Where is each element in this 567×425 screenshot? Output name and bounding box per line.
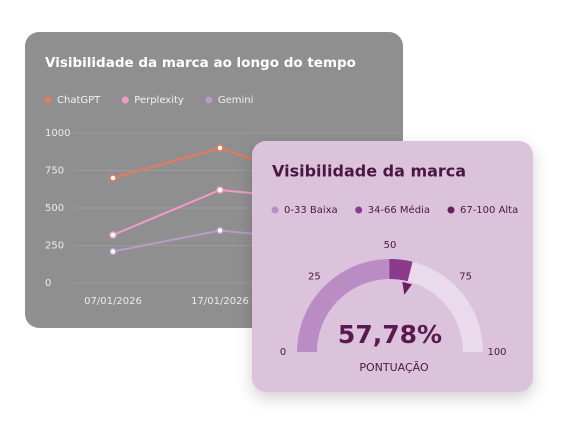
x-tick-label: 07/01/2026 <box>84 296 142 307</box>
legend-swatch <box>44 96 52 104</box>
gauge-pointer <box>402 281 413 295</box>
chart-title: Visibilidade da marca <box>272 162 466 181</box>
gauge-tick-label: 25 <box>308 271 321 282</box>
legend-swatch <box>205 96 213 104</box>
gauge-fill-tip <box>389 259 413 282</box>
legend-label: Gemini <box>218 95 254 106</box>
gauge-tick-label: 100 <box>487 347 506 358</box>
data-point <box>216 144 224 152</box>
x-tick-label: 17/01/2026 <box>191 296 249 307</box>
legend-label: ChatGPT <box>57 95 101 106</box>
chart-title: Visibilidade da marca ao longo do tempo <box>45 55 356 71</box>
y-tick-label: 500 <box>45 203 64 214</box>
legend-swatch <box>271 206 279 214</box>
gauge-label: PONTUAÇÃO <box>359 361 429 374</box>
y-tick-label: 750 <box>45 166 64 177</box>
legend-label: Perplexity <box>134 95 184 106</box>
gauge-value: 57,78% <box>338 320 442 349</box>
legend-swatch <box>121 96 129 104</box>
gauge-tick-label: 50 <box>384 240 397 251</box>
data-point <box>216 226 224 235</box>
legend-swatch <box>355 206 363 214</box>
legend-label: 67-100 Alta <box>460 205 518 216</box>
data-point <box>216 186 224 194</box>
gauge-tick-label: 0 <box>280 347 286 358</box>
data-point <box>109 231 117 239</box>
y-tick-label: 1000 <box>45 128 70 139</box>
data-point <box>109 247 117 256</box>
y-tick-label: 0 <box>45 278 51 289</box>
legend-swatch <box>447 206 455 214</box>
legend-label: 34-66 Média <box>368 204 430 216</box>
gauge-card: Visibilidade da marca 57,78% PONTUAÇÃO 0… <box>252 141 533 392</box>
legend-label: 0-33 Baixa <box>284 205 338 216</box>
gauge-tick-label: 75 <box>459 271 472 282</box>
y-tick-label: 250 <box>45 241 64 252</box>
data-point <box>109 174 117 182</box>
